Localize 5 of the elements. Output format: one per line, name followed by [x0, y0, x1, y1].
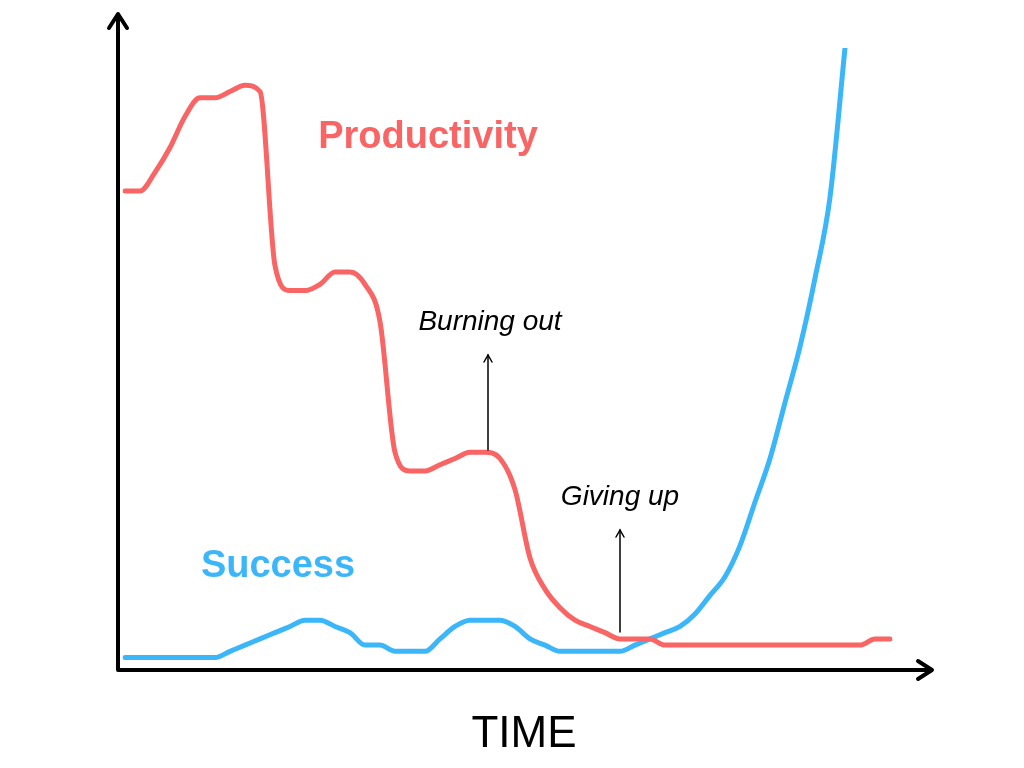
- annotation: Burning out: [418, 304, 563, 336]
- annotation: Giving up: [560, 479, 680, 511]
- series-label: Success: [200, 543, 356, 586]
- x-axis-title: TIME: [471, 707, 577, 757]
- series-label: Productivity: [318, 114, 538, 157]
